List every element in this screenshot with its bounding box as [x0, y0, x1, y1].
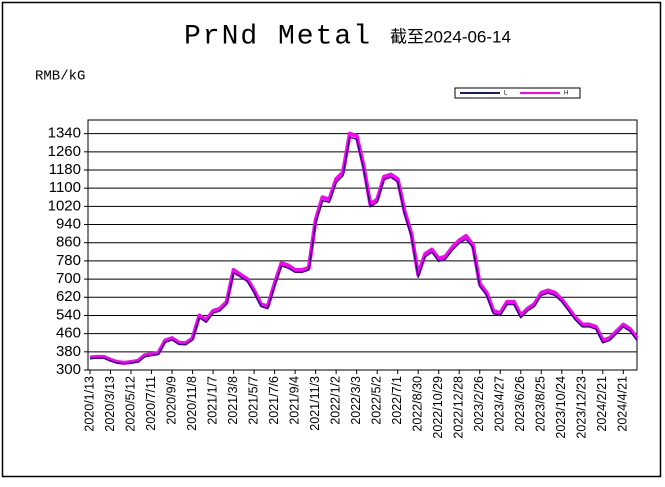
x-tick-label: 2022/12/28 [452, 376, 466, 439]
line-series [89, 136, 638, 365]
x-tick-label: 2020/9/9 [164, 376, 178, 425]
x-tick-label: 2023/2/26 [472, 376, 486, 432]
y-tick-label: 700 [56, 270, 81, 287]
y-tick-label: 540 [56, 306, 81, 323]
x-tick-label: 2022/7/1 [390, 376, 404, 425]
chart-subtitle: 截至2024-06-14 [390, 27, 511, 46]
x-tick-label: 2022/3/3 [349, 376, 363, 425]
x-tick-label: 2022/8/30 [410, 376, 424, 432]
x-tick-label: 2021/3/8 [226, 376, 240, 425]
y-tick-label: 1020 [48, 197, 81, 214]
y-tick-label: 860 [56, 234, 81, 251]
x-tick-label: 2021/11/3 [308, 376, 322, 431]
x-tick-label: 2021/1/7 [205, 376, 219, 425]
legend-box [454, 87, 581, 99]
x-tick-label: 2022/5/2 [369, 376, 383, 425]
x-tick-label: 2020/3/13 [103, 376, 117, 432]
x-tick-label: 2020/7/11 [144, 376, 158, 431]
x-tick-label: 2020/1/13 [82, 376, 96, 432]
x-tick-label: 2022/1/2 [328, 376, 342, 425]
y-tick-label: 620 [56, 288, 81, 305]
y-tick-label: 780 [56, 252, 81, 269]
x-tick-label: 2023/12/23 [575, 376, 589, 439]
x-tick-label: 2024/2/21 [595, 376, 609, 432]
x-tick-label: 2021/7/6 [267, 376, 281, 425]
y-tick-label: 1340 [48, 125, 81, 142]
legend-label: H [564, 91, 568, 97]
legend-label: L [504, 91, 508, 97]
x-tick-label: 2021/9/4 [287, 376, 301, 425]
y-tick-label: 1100 [49, 179, 81, 196]
x-tick-label: 2020/11/8 [185, 376, 199, 431]
y-tick-label: 380 [56, 343, 81, 360]
y-tick-label: 1260 [48, 143, 81, 160]
x-tick-label: 2023/4/27 [493, 376, 507, 432]
x-tick-label: 2022/10/29 [431, 376, 445, 439]
y-tick-label: 1180 [49, 161, 81, 178]
x-tick-label: 2021/5/7 [246, 376, 260, 425]
x-tick-label: 2024/4/21 [616, 376, 630, 432]
y-tick-label: 460 [56, 325, 81, 342]
chart-title: PrNd Metal [184, 21, 372, 52]
x-tick-label: 2023/6/26 [513, 376, 527, 432]
y-tick-label: 940 [56, 216, 81, 233]
line-series [89, 131, 639, 365]
y-tick-label: 300 [56, 361, 81, 378]
x-tick-label: 2023/8/25 [534, 376, 548, 432]
x-tick-label: 2023/10/24 [554, 376, 568, 439]
y-axis-label: RMB/kG [35, 69, 85, 85]
x-tick-label: 2020/5/12 [123, 376, 137, 432]
